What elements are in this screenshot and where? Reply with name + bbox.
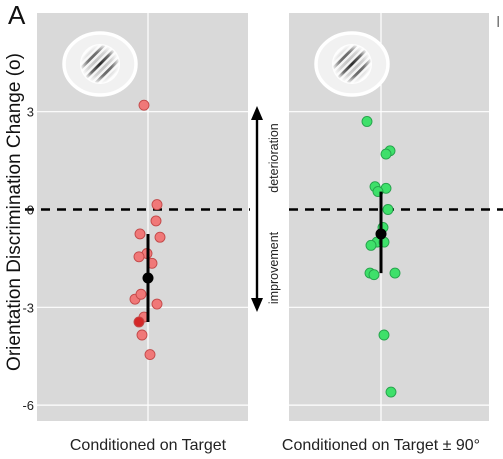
data-point xyxy=(138,99,150,111)
data-point xyxy=(136,329,148,341)
data-point xyxy=(361,116,373,127)
x-axis-label: Conditioned on Target ± 90° xyxy=(282,437,480,454)
gabor-stimulus-icon-1 xyxy=(314,31,390,97)
double-arrow xyxy=(251,106,263,312)
data-point xyxy=(144,349,156,361)
mean-marker xyxy=(142,272,154,284)
data-point xyxy=(133,251,145,263)
mean-marker xyxy=(375,228,387,240)
gabor-fade xyxy=(332,44,372,84)
plot-panel-target_plus_90: Conditioned on Target ± 90° xyxy=(282,13,503,454)
arrow-label-deterioration: deterioration xyxy=(267,123,281,193)
arrow-head-down xyxy=(251,298,263,312)
y-tick-label: 3 xyxy=(27,105,34,120)
data-point xyxy=(150,215,162,227)
data-point xyxy=(382,204,394,215)
y-axis-unit: (o) xyxy=(4,53,25,76)
y-tick-label: -3 xyxy=(22,300,34,315)
data-point xyxy=(389,267,401,279)
y-axis-title-text: Orientation Discrimination Change xyxy=(4,76,25,371)
data-point xyxy=(380,148,392,160)
panel-letter: A xyxy=(8,0,26,30)
data-point xyxy=(385,386,397,398)
data-point xyxy=(365,239,377,251)
arrow-head-up xyxy=(251,106,263,120)
data-point xyxy=(134,228,146,240)
y-tick-label: -6 xyxy=(22,398,34,413)
next-panel-letter-fragment: I xyxy=(496,14,501,31)
arrow-label-improvement: improvement xyxy=(267,231,281,304)
data-point xyxy=(135,288,147,300)
data-point xyxy=(151,199,163,211)
data-point xyxy=(154,231,166,243)
gabor-fade xyxy=(80,44,120,84)
data-point xyxy=(151,298,163,310)
data-point xyxy=(368,269,380,281)
x-axis-label: Conditioned on Target xyxy=(70,437,227,454)
y-axis-title: Orientation Discrimination Change (o) xyxy=(4,53,25,371)
data-point xyxy=(378,329,390,341)
gabor-stimulus-icon-0 xyxy=(62,31,138,97)
data-point xyxy=(133,316,145,328)
plot-panel-target: Conditioned on Target xyxy=(25,13,250,454)
y-tick-label: 0 xyxy=(27,203,34,218)
